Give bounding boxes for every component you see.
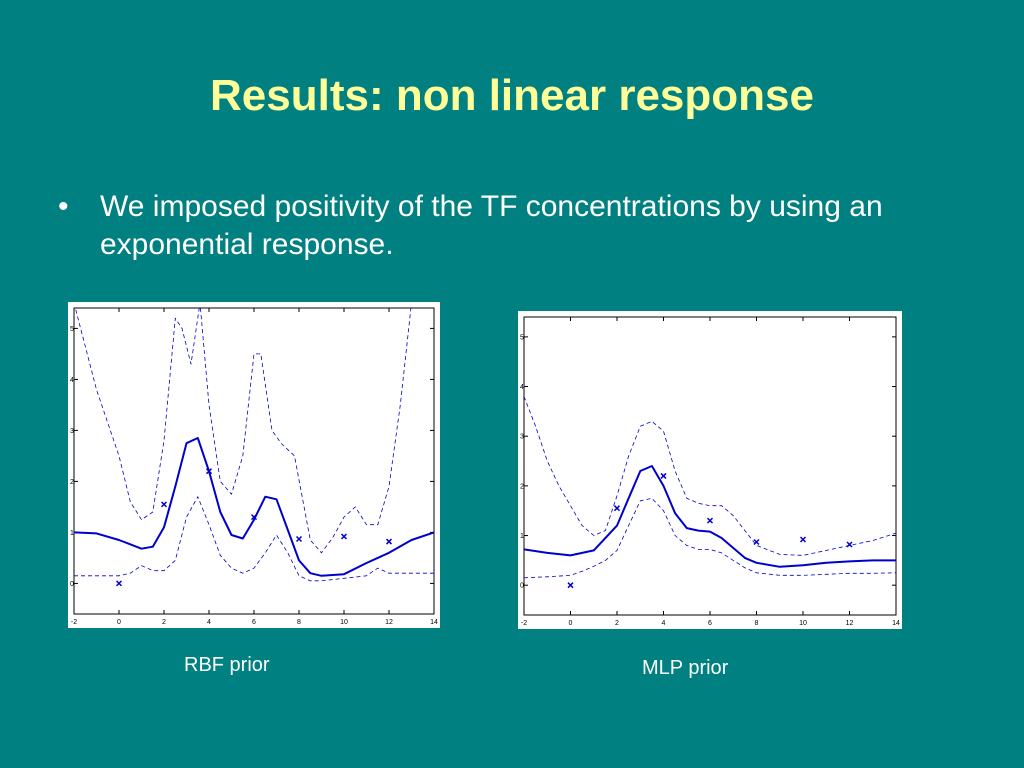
observation-marker xyxy=(385,538,393,545)
observation-marker xyxy=(160,501,168,508)
x-tick-label: 14 xyxy=(892,620,900,627)
confidence-bound-curve xyxy=(524,497,896,579)
observation-marker xyxy=(613,505,621,512)
bullet-item: • We imposed positivity of the TF concen… xyxy=(58,188,958,264)
bullet-text: We imposed positivity of the TF concentr… xyxy=(100,190,883,261)
y-tick-label: 3 xyxy=(70,428,74,435)
y-tick-label: 2 xyxy=(520,483,524,490)
x-tick-label: 12 xyxy=(846,620,854,627)
confidence-bound-curve xyxy=(74,496,434,582)
y-tick-label: 4 xyxy=(70,377,74,384)
mlp-prior-chart: -2 0 2 4 6 8 10 12 14 0 1 2 3 4 5 xyxy=(518,311,902,629)
plot-frame xyxy=(523,316,897,616)
observation-marker xyxy=(205,468,213,475)
observation-marker xyxy=(340,533,348,540)
x-tick-label: 10 xyxy=(340,619,348,626)
y-tick-label: 1 xyxy=(520,533,524,540)
slide-title: Results: non linear response xyxy=(210,71,814,120)
x-tick-label: 8 xyxy=(755,620,759,627)
x-tick-label: 2 xyxy=(615,620,619,627)
observation-marker xyxy=(753,538,760,546)
y-tick-label: 0 xyxy=(70,581,74,588)
x-tick-label: 8 xyxy=(297,619,301,626)
x-tick-label: -2 xyxy=(521,620,527,627)
x-tick-label: 14 xyxy=(430,619,438,626)
observation-marker xyxy=(295,535,303,543)
rbf-prior-chart: -2 0 2 4 6 8 10 12 14 0 1 2 3 4 5 xyxy=(68,302,440,628)
x-tick-label: 4 xyxy=(207,619,211,626)
bullet-list: • We imposed positivity of the TF concen… xyxy=(58,188,958,264)
observation-marker xyxy=(567,582,574,589)
y-tick-label: 5 xyxy=(520,334,524,341)
observation-marker xyxy=(799,536,807,543)
y-tick-label: 0 xyxy=(520,583,524,590)
observation-marker xyxy=(706,517,714,524)
mean-curve xyxy=(524,465,896,568)
bullet-marker: • xyxy=(58,190,69,223)
x-tick-label: 10 xyxy=(799,620,807,627)
observation-marker xyxy=(660,472,667,479)
x-tick-label: 0 xyxy=(117,619,121,626)
y-tick-label: 2 xyxy=(70,479,74,486)
observation-marker xyxy=(846,541,853,548)
x-tick-label: 6 xyxy=(252,619,256,626)
x-tick-label: 4 xyxy=(662,620,666,627)
y-tick-label: 5 xyxy=(70,326,74,333)
y-tick-label: 1 xyxy=(70,530,74,537)
confidence-bound-curve xyxy=(524,396,896,556)
mlp-prior-caption: MLP prior xyxy=(642,657,729,679)
mean-curve xyxy=(74,437,434,577)
x-tick-label: -2 xyxy=(71,619,77,626)
x-tick-label: 12 xyxy=(385,619,393,626)
y-tick-label: 3 xyxy=(520,434,524,441)
plot-area xyxy=(524,396,896,579)
observation-marker xyxy=(115,580,123,587)
observation-marker xyxy=(250,514,258,521)
plot-area xyxy=(74,308,434,582)
x-tick-label: 0 xyxy=(569,620,573,627)
rbf-prior-caption: RBF prior xyxy=(184,654,270,676)
y-tick-label: 4 xyxy=(520,384,524,391)
x-tick-label: 2 xyxy=(162,619,166,626)
confidence-bound-curve xyxy=(74,308,412,554)
x-tick-label: 6 xyxy=(708,620,712,627)
